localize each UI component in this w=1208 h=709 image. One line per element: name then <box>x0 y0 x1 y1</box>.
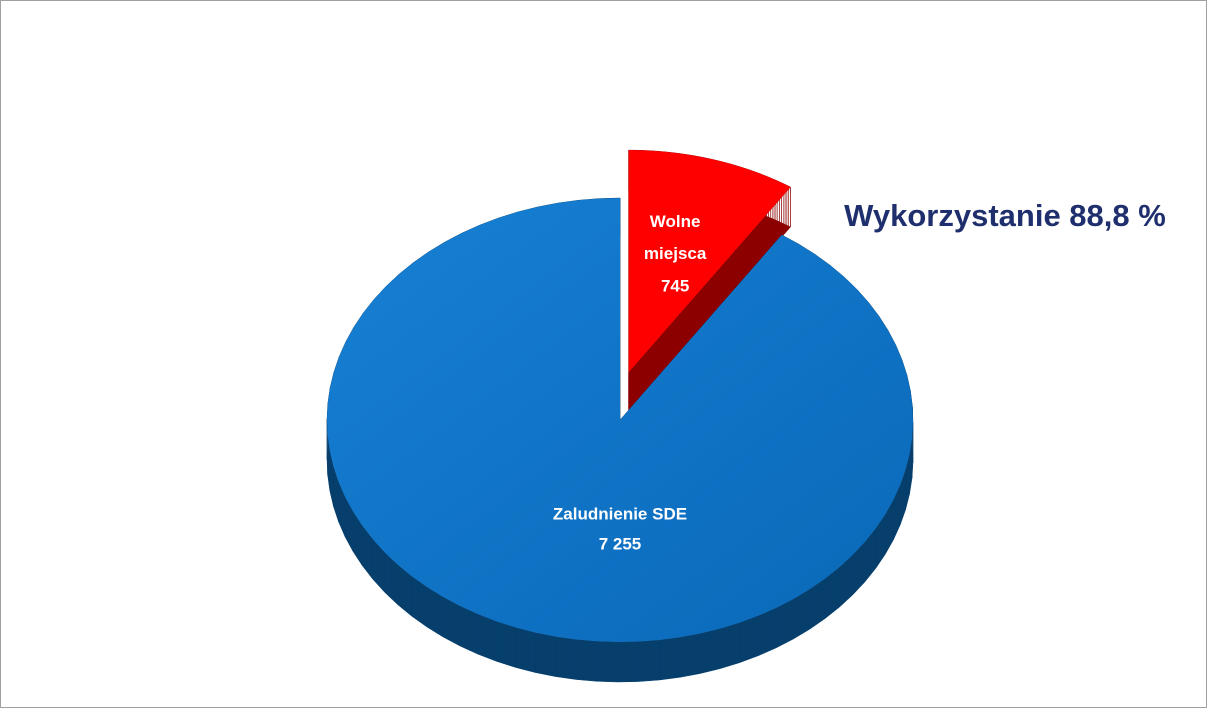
slice-label: Wolne miejsca <box>644 213 707 264</box>
slice <box>628 150 791 373</box>
value-label: 7 255 <box>599 534 642 553</box>
label-line: Wolne <box>650 213 701 232</box>
value-label: 745 <box>661 277 689 296</box>
label-line: miejsca <box>644 245 707 264</box>
annotation: Wykorzystanie 88,8 % <box>844 198 1166 233</box>
slice-label: Zaludnienie SDE <box>553 504 687 523</box>
slice <box>327 198 913 642</box>
